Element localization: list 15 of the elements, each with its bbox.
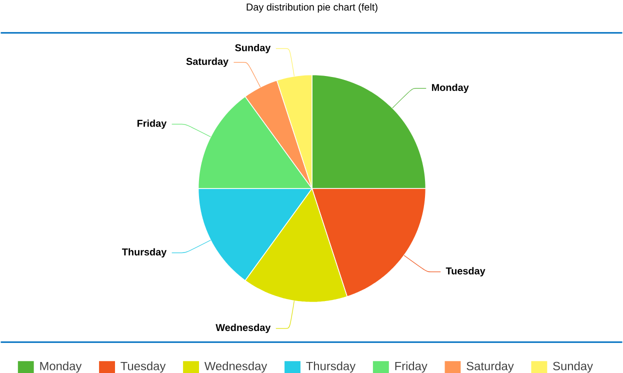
slice-label: Monday [432,84,469,93]
legend-label: Saturday [466,362,514,373]
chart-title: Day distribution pie chart (felt) [246,3,378,13]
slice-label: Friday [137,120,167,129]
legend-label: Sunday [553,362,593,373]
legend-label: Friday [395,362,428,373]
legend-label: Wednesday [204,362,268,373]
slice-label: Wednesday [216,324,271,334]
slice-label: Saturday [186,58,228,67]
legend-label: Thursday [306,362,356,373]
legend-label: Tuesday [120,362,166,373]
slice-label: Tuesday [446,267,486,276]
legend-label: Monday [40,362,82,373]
slice-label: Thursday [122,248,167,258]
slice-label: Sunday [235,44,271,54]
